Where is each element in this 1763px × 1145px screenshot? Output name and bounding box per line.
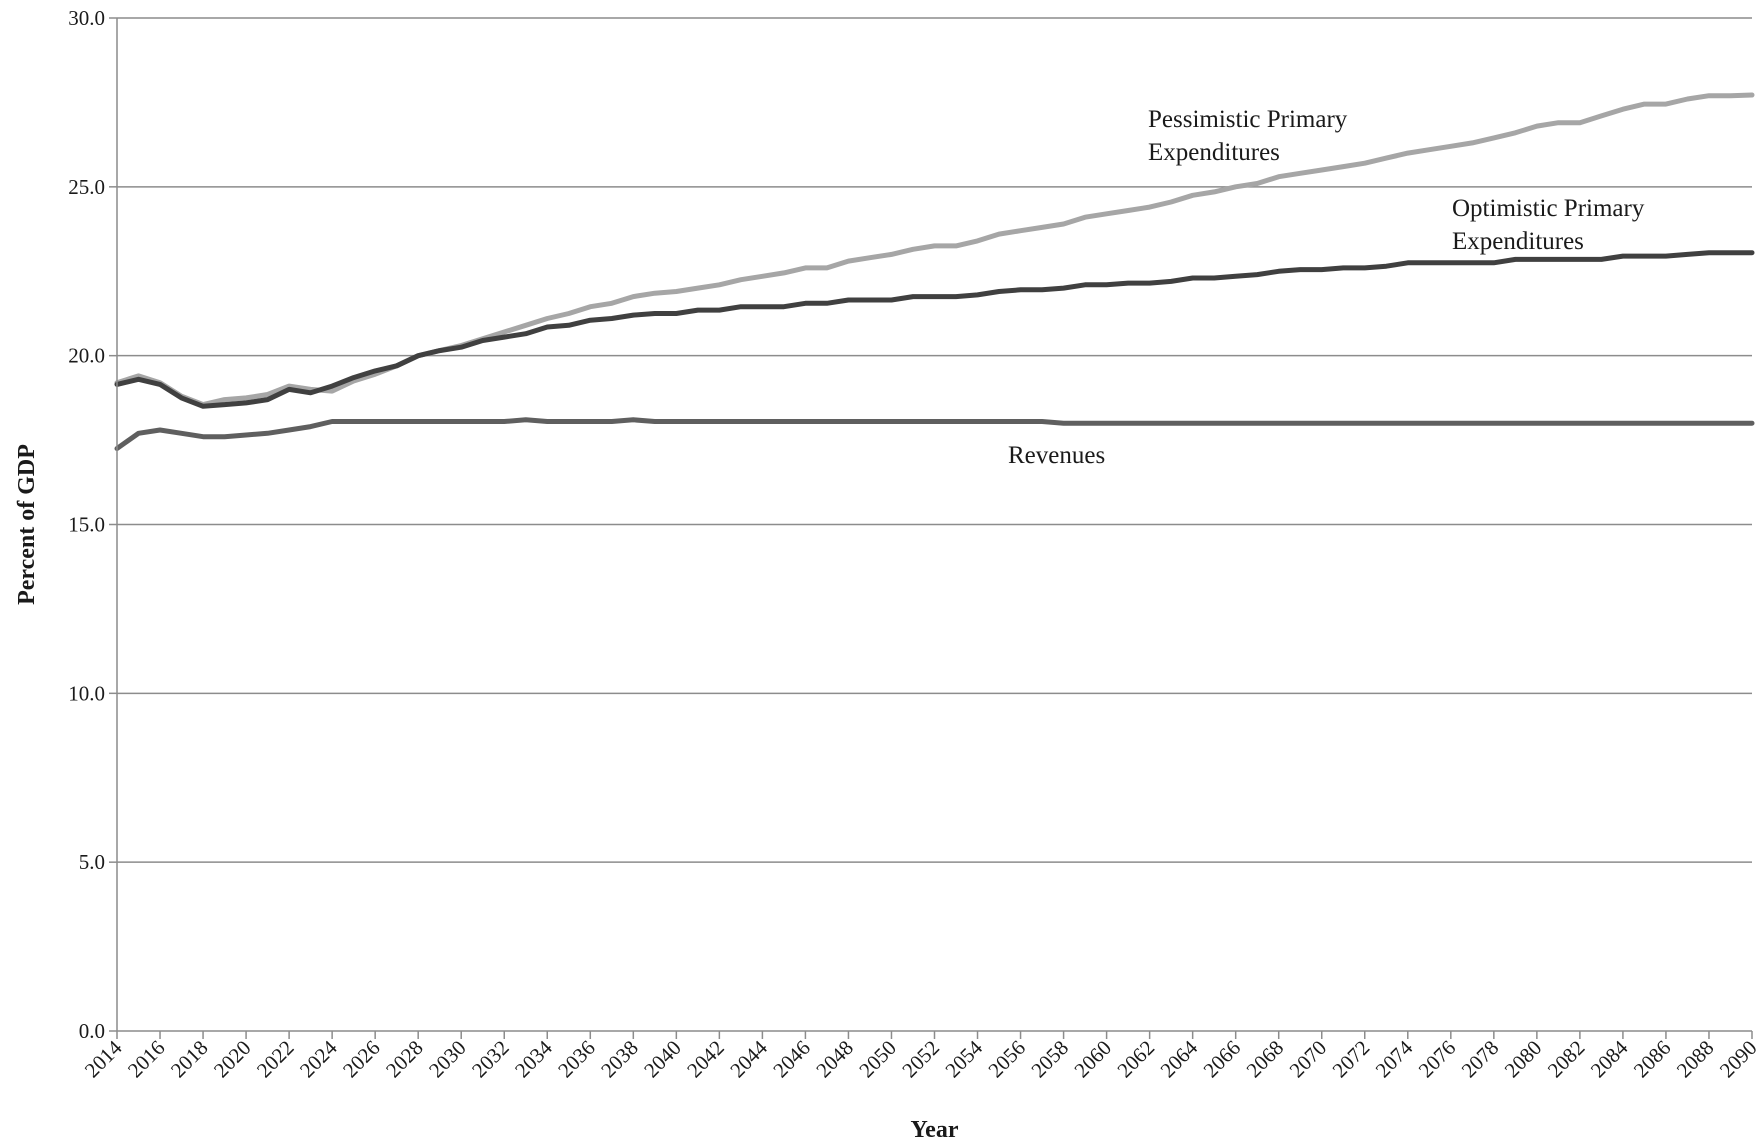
series-label-2: Expenditures [1452,228,1584,255]
x-tick-label: 2090 [1715,1036,1762,1083]
x-tick-label: 2086 [1629,1036,1676,1083]
x-tick-label: 2024 [295,1035,342,1082]
y-tick-label: 20.0 [68,344,105,368]
x-tick-label: 2046 [768,1036,815,1083]
x-tick-label: 2032 [467,1036,514,1083]
x-tick-label: 2076 [1414,1036,1461,1083]
y-tick-label: 5.0 [79,850,105,874]
x-tick-label: 2028 [381,1036,428,1083]
y-tick-label: 30.0 [68,6,105,30]
y-tick-label: 15.0 [68,513,105,537]
x-tick-label: 2036 [553,1036,600,1083]
x-tick-label: 2022 [252,1036,299,1083]
x-tick-label: 2050 [854,1036,901,1083]
x-tick-label: 2018 [166,1036,213,1083]
y-tick-label: 10.0 [68,681,105,705]
x-tick-label: 2080 [1500,1036,1547,1083]
x-tick-label: 2062 [1112,1036,1159,1083]
x-tick-label: 2052 [897,1036,944,1083]
x-tick-label: 2088 [1672,1036,1719,1083]
x-tick-label: 2066 [1199,1036,1246,1083]
x-tick-label: 2072 [1328,1036,1375,1083]
x-tick-label: 2054 [940,1035,987,1082]
series-labels: Pessimistic Primary Expenditures Optimisti… [1008,106,1645,469]
x-tick-label: 2048 [811,1036,858,1083]
x-tick-label: 2074 [1371,1035,1418,1082]
x-tick-label: 2038 [596,1036,643,1083]
y-tick-label: 25.0 [68,175,105,199]
x-tick-label: 2068 [1242,1036,1289,1083]
x-tick-label: 2040 [639,1036,686,1083]
x-tick-label: 2044 [725,1035,772,1082]
series-label-3: Revenues [1008,442,1105,469]
x-tick-label: 2016 [123,1036,170,1083]
x-axis-title: Year [911,1117,959,1143]
series-label-1: Expenditures [1148,139,1280,166]
x-tick-label: 2078 [1457,1036,1504,1083]
series-lines [114,92,1755,451]
x-tick-label: 2042 [682,1036,729,1083]
series-line-3 [114,417,1755,451]
x-tick-label: 2056 [983,1036,1030,1083]
series-line-2 [114,250,1755,409]
x-tick-label: 2084 [1586,1035,1633,1082]
x-tick-label: 2026 [338,1036,385,1083]
gridlines [117,17,1752,863]
x-tick-label: 2064 [1156,1035,1203,1082]
series-label-1: Pessimistic Primary [1148,106,1348,133]
x-tick-label: 2058 [1026,1036,1073,1083]
series-label-2: Optimistic Primary [1452,195,1645,222]
y-tick-label: 0.0 [79,1019,105,1043]
x-tick-label: 2082 [1543,1036,1590,1083]
y-axis-title: Percent of GDP [14,444,40,605]
x-tick-label: 2020 [209,1036,256,1083]
x-tick-label: 2030 [424,1036,471,1083]
x-tick-label: 2060 [1069,1036,1116,1083]
x-tick-label: 2070 [1285,1036,1332,1083]
x-axis-ticks: 2014201620182020202220242026202820302032… [80,1031,1762,1082]
y-axis-ticks: 0.0 5.0 10.0 15.0 20.0 25.0 30.0 [68,6,117,1043]
x-tick-label: 2034 [510,1035,557,1082]
